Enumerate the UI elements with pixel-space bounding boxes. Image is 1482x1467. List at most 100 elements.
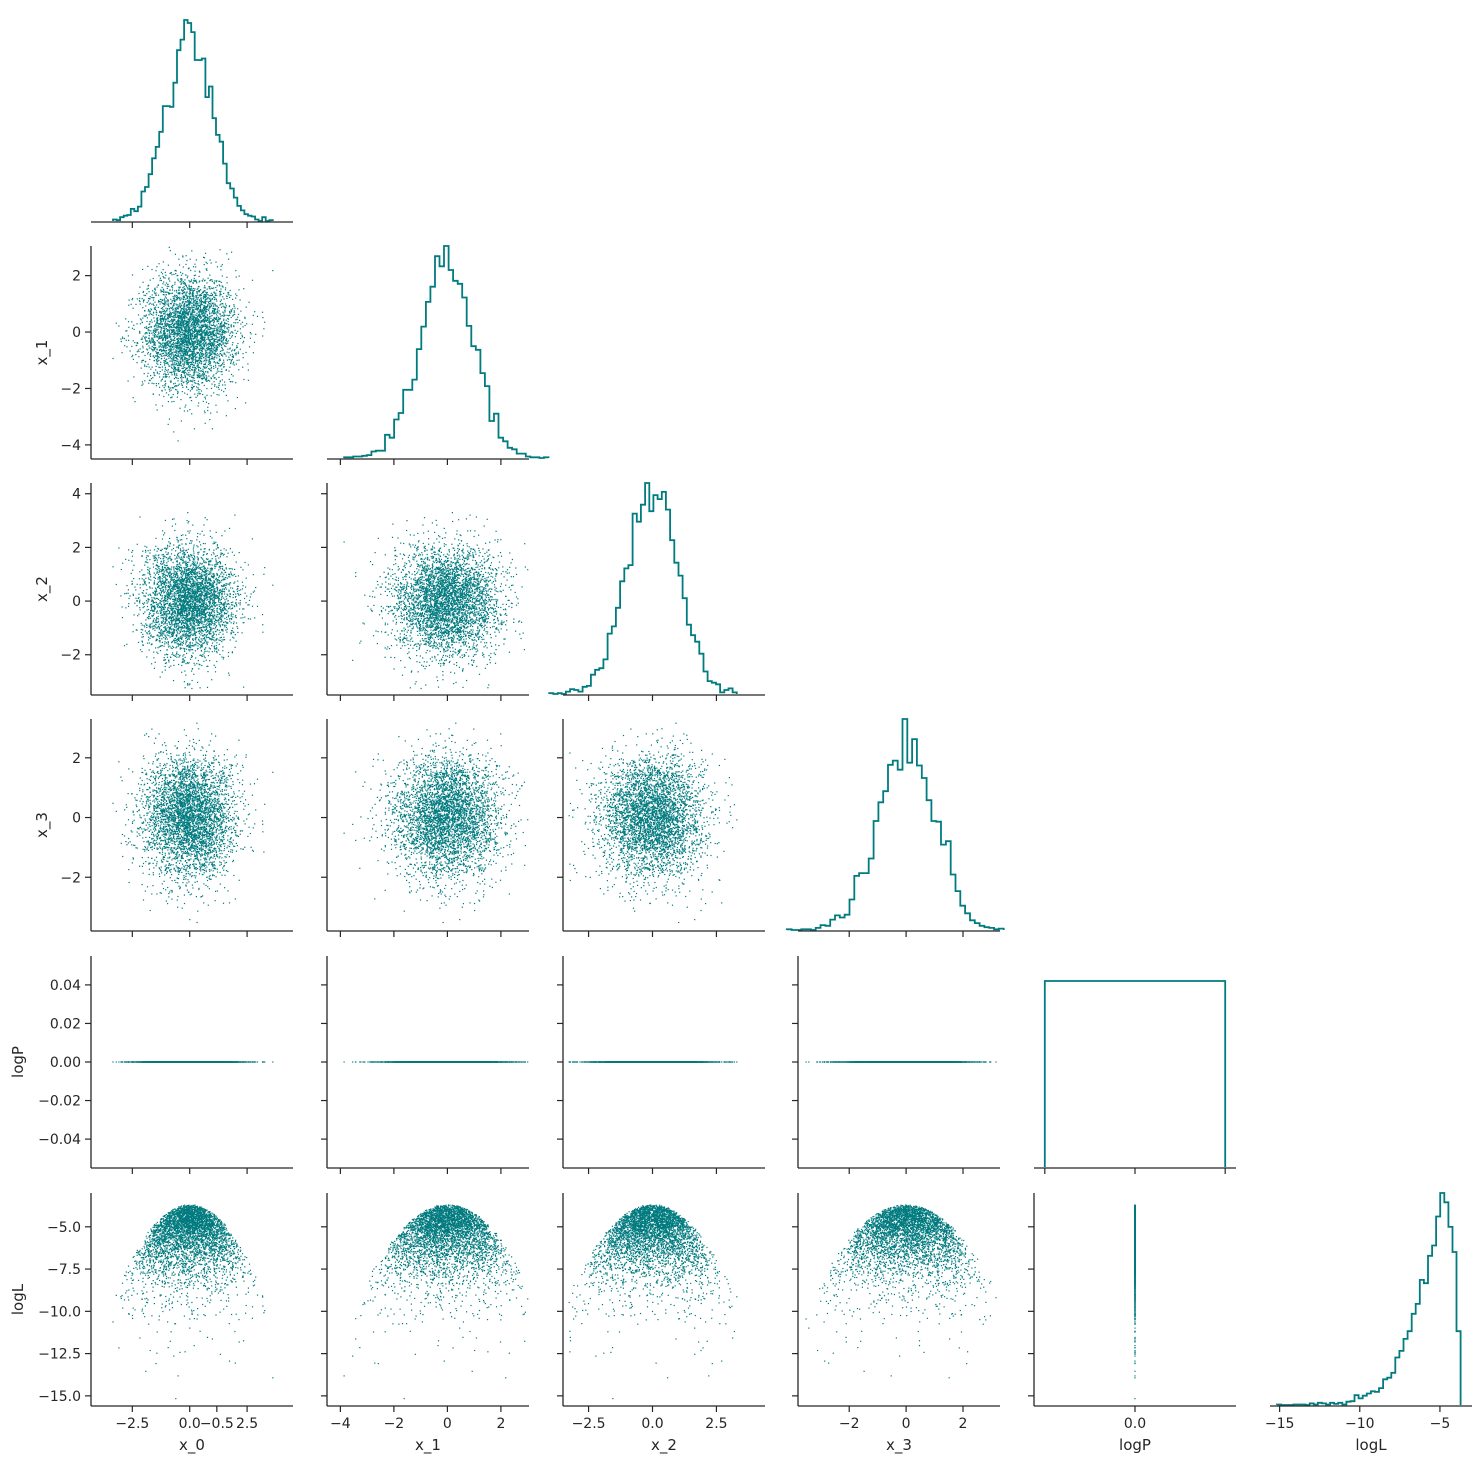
scatter-point [173, 333, 174, 334]
scatter-point [255, 334, 256, 335]
scatter-point [140, 323, 141, 324]
scatter-point [199, 389, 200, 390]
scatter-point [169, 280, 170, 281]
scatter-point [235, 330, 236, 331]
scatter-point [183, 382, 184, 383]
scatter-point [180, 349, 181, 350]
scatter-point [206, 282, 207, 283]
scatter-point [209, 419, 210, 420]
scatter-point [234, 314, 235, 315]
scatter-point [179, 339, 180, 340]
scatter-point [235, 270, 236, 271]
scatter-point [155, 270, 156, 271]
scatter-point [193, 321, 194, 322]
scatter-point [128, 327, 129, 328]
scatter-point [177, 359, 178, 360]
scatter-point [228, 340, 229, 341]
scatter-point [154, 349, 155, 350]
scatter-point [172, 387, 173, 388]
scatter-point [156, 383, 157, 384]
scatter-point [210, 280, 211, 281]
scatter-point [153, 312, 154, 313]
scatter-point [201, 317, 202, 318]
scatter-point [177, 353, 178, 354]
scatter-point [211, 388, 212, 389]
scatter-point [157, 340, 158, 341]
scatter-point [211, 312, 212, 313]
scatter-point [199, 281, 200, 282]
scatter-point [154, 333, 155, 334]
scatter-point [173, 342, 174, 343]
scatter-point [209, 317, 210, 318]
scatter-point [210, 361, 211, 362]
scatter-point [205, 295, 206, 296]
scatter-point [221, 338, 222, 339]
scatter-point [198, 360, 199, 361]
scatter-point [157, 334, 158, 335]
scatter-point [185, 361, 186, 362]
scatter-point [155, 307, 156, 308]
scatter-point [224, 309, 225, 310]
scatter-point [151, 333, 152, 334]
scatter-point [200, 352, 201, 353]
scatter-point [195, 383, 196, 384]
scatter-point [203, 371, 204, 372]
scatter-point [155, 292, 156, 293]
scatter-point [183, 351, 184, 352]
scatter-point [197, 372, 198, 373]
scatter-point [231, 317, 232, 318]
scatter-point [174, 336, 175, 337]
scatter-point [190, 290, 191, 291]
scatter-point [182, 287, 183, 288]
scatter-point [205, 300, 206, 301]
scatter-point [176, 389, 177, 390]
scatter-point [138, 356, 139, 357]
scatter-point [180, 297, 181, 298]
scatter-point [216, 319, 217, 320]
scatter-point [144, 366, 145, 367]
scatter-point [162, 287, 163, 288]
scatter-point [201, 346, 202, 347]
scatter-point [188, 389, 189, 390]
scatter-point [192, 375, 193, 376]
scatter-point [182, 273, 183, 274]
scatter-point [160, 299, 161, 300]
scatter-point [222, 384, 223, 385]
scatter-point [235, 408, 236, 409]
scatter-point [208, 376, 209, 377]
scatter-point [154, 374, 155, 375]
scatter-point [198, 402, 199, 403]
scatter-point [160, 280, 161, 281]
scatter-point [143, 282, 144, 283]
scatter-point [175, 371, 176, 372]
scatter-point [242, 342, 243, 343]
scatter-point [133, 397, 134, 398]
scatter-point [191, 400, 192, 401]
scatter-point [230, 363, 231, 364]
scatter-point [217, 341, 218, 342]
scatter-point [140, 304, 141, 305]
scatter-point [160, 303, 161, 304]
scatter-point [178, 355, 179, 356]
scatter-point [199, 384, 200, 385]
scatter-point [182, 348, 183, 349]
scatter-point [148, 314, 149, 315]
scatter-point [230, 312, 231, 313]
scatter-point [188, 380, 189, 381]
scatter-point [160, 354, 161, 355]
scatter-point [175, 389, 176, 390]
scatter-point [224, 364, 225, 365]
scatter-point [175, 354, 176, 355]
scatter-point [147, 266, 148, 267]
scatter-point [196, 368, 197, 369]
scatter-point [218, 307, 219, 308]
scatter-point [240, 311, 241, 312]
scatter-point [155, 324, 156, 325]
scatter-point [209, 286, 210, 287]
scatter-point [148, 373, 149, 374]
scatter-point [122, 338, 123, 339]
scatter-point [148, 285, 149, 286]
scatter-point [191, 286, 192, 287]
scatter-point [225, 311, 226, 312]
